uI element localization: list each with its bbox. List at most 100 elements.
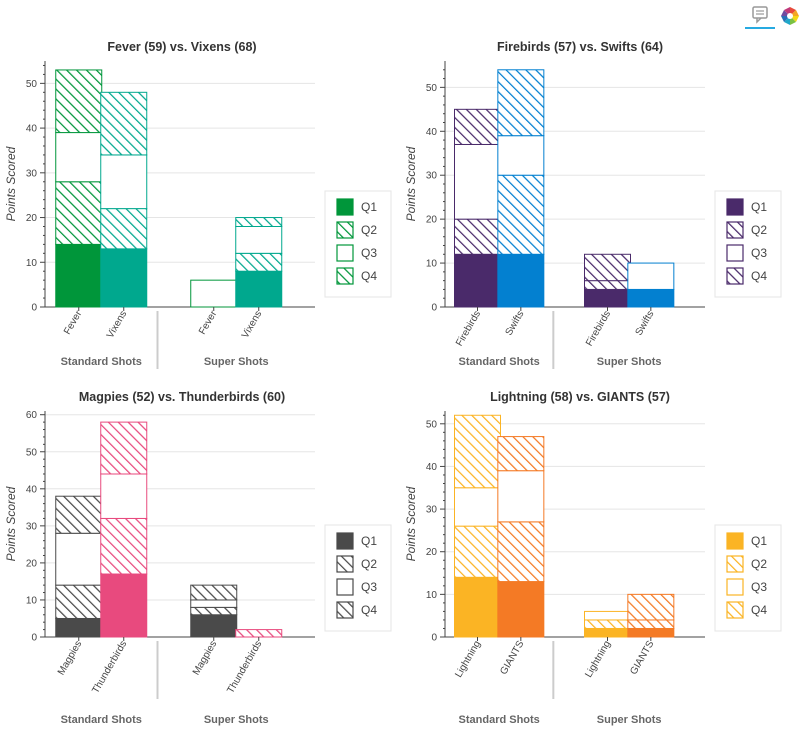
x-category-label: Fever <box>197 308 220 336</box>
legend-swatch[interactable] <box>336 244 354 262</box>
bar-standard-lightning-q2[interactable] <box>454 525 501 578</box>
legend-swatch[interactable] <box>726 198 744 216</box>
bar-standard-fever-q2[interactable] <box>55 181 103 245</box>
bar-standard-vixens-q2[interactable] <box>100 208 148 250</box>
legend-swatch[interactable] <box>336 267 354 285</box>
bar-standard-thunderbirds-q4[interactable] <box>100 421 148 475</box>
y-tick-label: 30 <box>26 521 38 532</box>
bar-super-magpies-q1[interactable] <box>190 614 238 638</box>
bar-super-vixens-q4[interactable] <box>235 217 283 227</box>
legend-label[interactable]: Q1 <box>751 200 767 214</box>
bar-super-vixens-q2[interactable] <box>235 252 283 272</box>
legend-swatch[interactable] <box>726 267 744 285</box>
bar-standard-firebirds-q1[interactable] <box>454 253 501 308</box>
bar-standard-magpies-q2[interactable] <box>55 584 103 619</box>
legend-swatch[interactable] <box>336 198 354 216</box>
legend-label[interactable]: Q2 <box>361 223 377 237</box>
bar-standard-lightning-q3[interactable] <box>454 487 501 527</box>
legend-label[interactable]: Q3 <box>751 580 767 594</box>
legend-box <box>714 524 782 632</box>
y-tick-label: 40 <box>26 484 38 495</box>
bar-standard-thunderbirds-q2[interactable] <box>100 517 148 575</box>
bar-super-lightning-q2[interactable] <box>584 619 631 629</box>
bar-super-vixens-q3[interactable] <box>235 225 283 254</box>
bar-standard-firebirds-q4[interactable] <box>454 108 501 145</box>
y-tick-label: 0 <box>31 303 37 314</box>
bar-standard-lightning-q1[interactable] <box>454 576 501 638</box>
bar-standard-firebirds-q2[interactable] <box>454 218 501 255</box>
bar-standard-giants-q4[interactable] <box>497 436 545 472</box>
bar-standard-magpies-q1[interactable] <box>55 617 103 638</box>
bar-standard-fever-q4[interactable] <box>55 69 103 134</box>
bar-standard-swifts-q1[interactable] <box>497 253 545 308</box>
y-tick-label: 20 <box>26 558 38 569</box>
legend-label[interactable]: Q1 <box>751 534 767 548</box>
legend-swatch[interactable] <box>336 221 354 239</box>
legend-label[interactable]: Q2 <box>361 557 377 571</box>
bar-super-giants-q4[interactable] <box>627 593 675 621</box>
bar-standard-vixens-q1[interactable] <box>100 248 148 308</box>
legend-swatch[interactable] <box>726 244 744 262</box>
chart-panel-1: Fever (59) vs. Vixens (68) 0 10 20 30 40 50 Poi… <box>4 40 392 369</box>
bar-super-lightning-q3[interactable] <box>584 610 631 621</box>
legend-swatch[interactable] <box>726 532 744 550</box>
legend-label[interactable]: Q4 <box>751 269 767 283</box>
bar-standard-vixens-q3[interactable] <box>100 154 148 210</box>
hover-tooltip-icon[interactable] <box>746 3 774 29</box>
bar-super-swifts-q3[interactable] <box>627 262 675 290</box>
y-axis-label: Points Scored <box>4 486 18 561</box>
bar-standard-fever-q3[interactable] <box>55 132 103 183</box>
bar-super-swifts-q1[interactable] <box>627 288 675 308</box>
bar-standard-giants-q1[interactable] <box>497 581 545 638</box>
bar-super-magpies-q4[interactable] <box>190 584 238 601</box>
legend-swatch[interactable] <box>726 578 744 596</box>
x-category-label: Firebirds <box>584 309 613 348</box>
bar-standard-magpies-q3[interactable] <box>55 532 103 586</box>
bar-super-firebirds-q1[interactable] <box>584 288 631 308</box>
legend-swatch[interactable] <box>726 601 744 619</box>
legend-label[interactable]: Q2 <box>751 557 767 571</box>
bar-standard-giants-q2[interactable] <box>497 521 545 583</box>
x-group-label: Super Shots <box>597 356 662 368</box>
bar-standard-thunderbirds-q1[interactable] <box>100 573 148 638</box>
legend-label[interactable]: Q4 <box>751 603 767 617</box>
bar-standard-giants-q3[interactable] <box>497 470 545 523</box>
bar-standard-lightning-q4[interactable] <box>454 414 501 489</box>
bar-standard-thunderbirds-q3[interactable] <box>100 473 148 519</box>
bar-standard-swifts-q2[interactable] <box>497 174 545 255</box>
legend-swatch[interactable] <box>336 578 354 596</box>
legend-label[interactable]: Q1 <box>361 200 377 214</box>
legend-label[interactable]: Q4 <box>361 603 377 617</box>
bar-super-lightning-q1[interactable] <box>584 627 631 638</box>
bar-super-firebirds-q2[interactable] <box>584 280 631 290</box>
y-tick-label: 40 <box>26 124 38 135</box>
legend-label[interactable]: Q2 <box>751 223 767 237</box>
legend-swatch[interactable] <box>336 601 354 619</box>
x-category-label: Thunderbirds <box>225 639 264 696</box>
legend-swatch[interactable] <box>336 555 354 573</box>
bar-super-giants-q1[interactable] <box>627 627 675 638</box>
y-axis-label: Points Scored <box>4 146 18 221</box>
legend-swatch[interactable] <box>726 221 744 239</box>
legend-label[interactable]: Q3 <box>361 246 377 260</box>
bar-super-giants-q2[interactable] <box>627 619 675 629</box>
bar-super-fever-q3[interactable] <box>190 279 238 308</box>
legend-label[interactable]: Q3 <box>361 580 377 594</box>
bar-super-firebirds-q4[interactable] <box>584 253 631 282</box>
bar-standard-vixens-q4[interactable] <box>100 91 148 156</box>
bar-super-thunderbirds-q4[interactable] <box>235 629 283 638</box>
bar-super-magpies-q3[interactable] <box>190 599 238 608</box>
bar-standard-firebirds-q3[interactable] <box>454 143 501 220</box>
legend-swatch[interactable] <box>726 555 744 573</box>
bar-standard-swifts-q3[interactable] <box>497 135 545 176</box>
legend-swatch[interactable] <box>336 532 354 550</box>
legend-label[interactable]: Q4 <box>361 269 377 283</box>
legend-label[interactable]: Q3 <box>751 246 767 260</box>
legend-label[interactable]: Q1 <box>361 534 377 548</box>
bar-standard-fever-q1[interactable] <box>55 243 103 308</box>
bar-standard-swifts-q4[interactable] <box>497 69 545 137</box>
bar-super-vixens-q1[interactable] <box>235 270 283 308</box>
bar-standard-magpies-q4[interactable] <box>55 495 103 534</box>
bokeh-logo-icon[interactable] <box>776 3 800 29</box>
bar-super-magpies-q2[interactable] <box>190 606 238 616</box>
